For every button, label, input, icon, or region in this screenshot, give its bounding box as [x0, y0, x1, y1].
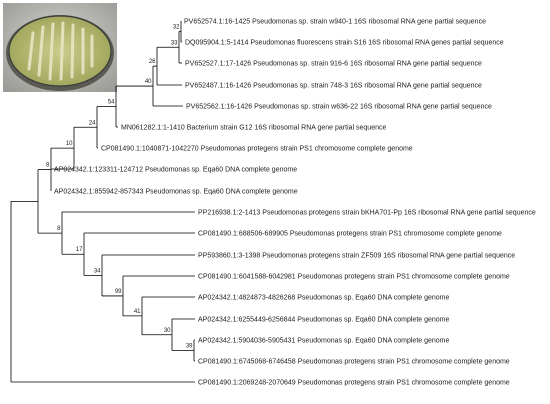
leaf-label: AP024342.1:4824873-4826268 Pseudomonas s…: [198, 294, 450, 301]
leaf-label: PV652487.1:16-1426 Pseudomonas sp. strai…: [185, 82, 482, 89]
leaf-label: CP081490.1:2069248-2070649 Pseudomonas p…: [198, 379, 510, 386]
leaf-label: AP024342.1:855942-857343 Pseudomonas sp.…: [54, 188, 298, 195]
leaf-label: DQ095904.1:5-1414 Pseudomonas fluorescen…: [185, 39, 504, 46]
bootstrap-support-label: 26: [149, 59, 156, 65]
bootstrap-support-label: 41: [134, 309, 141, 315]
petri-dish-photo: [3, 3, 117, 92]
leaf-label: PV652527.1:17-1426 Pseudomonas sp. strai…: [185, 60, 482, 67]
bootstrap-support-label: 34: [94, 268, 101, 274]
leaf-label: CP081490.1:1040871-1042270 Pseudomonas p…: [101, 145, 413, 152]
leaf-label: MN061282.1:1-1410 Bacterium strain G12 1…: [121, 124, 386, 131]
bootstrap-support-label: 17: [76, 247, 83, 253]
bootstrap-support-label: 39: [186, 344, 193, 350]
bootstrap-support-label: 8: [46, 163, 50, 169]
bootstrap-support-label: 30: [164, 328, 171, 334]
leaf-label: CP081490.1:6745068-6746458 Pseudomonas p…: [198, 358, 510, 365]
bootstrap-support-label: 33: [171, 40, 178, 46]
bootstrap-support-label: 8: [57, 226, 61, 232]
leaf-label: AP024342.1:5904036-5905431 Pseudomonas s…: [198, 337, 450, 344]
bootstrap-support-label: 40: [145, 79, 152, 85]
leaf-label: PV652562.1:16-1426 Pseudomonas sp. strai…: [186, 103, 492, 110]
bootstrap-support-label: 32: [173, 25, 180, 31]
leaf-label: PV652574.1:16-1425 Pseudomonas sp. strai…: [184, 18, 486, 25]
bootstrap-support-label: 10: [66, 141, 73, 147]
leaf-label: CP081490.1:6041588-6042981 Pseudomonas p…: [198, 273, 510, 280]
bootstrap-support-label: 54: [108, 100, 115, 106]
bootstrap-support-label: 24: [89, 120, 96, 126]
leaf-label: CP081490.1:688506-689905 Pseudomonas pro…: [198, 230, 502, 237]
leaf-label: PP593860.1:3-1398 Pseudomonas protegens …: [198, 252, 515, 259]
leaf-label: AP024342.1:123311-124712 Pseudomonas sp.…: [54, 166, 297, 173]
leaf-label: AP024342.1:6255449-6256844 Pseudomonas s…: [198, 316, 450, 323]
leaf-label: PP216938.1:2-1413 Pseudomonas protegens …: [198, 209, 536, 216]
bootstrap-support-label: 99: [115, 289, 122, 295]
